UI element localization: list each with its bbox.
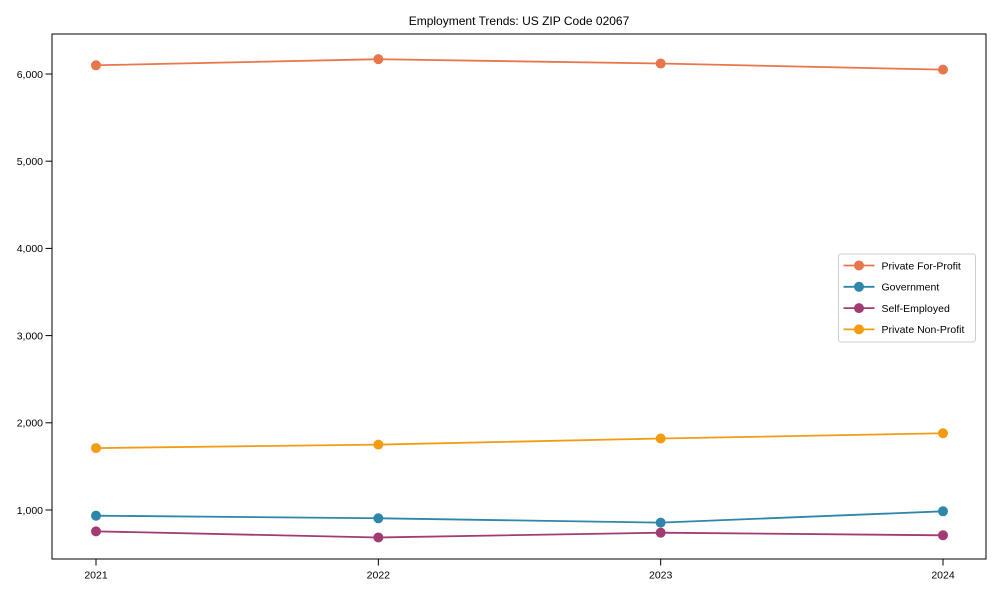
x-tick-label: 2024: [931, 570, 955, 582]
legend-item: Government: [843, 281, 940, 294]
y-axis: 1,000 2,000 3,000 4,000 5,000 6,000: [17, 69, 52, 517]
legend-label: Private For-Profit: [882, 260, 961, 272]
legend-marker: [854, 303, 864, 314]
data-point-private-non-profit-2021: [91, 443, 101, 454]
data-point-private-non-profit-2023: [655, 433, 666, 444]
series-line-self-employed: [95, 530, 944, 539]
y-tick-label: 2,000: [17, 418, 43, 430]
data-point-self-employed-2022: [373, 532, 384, 543]
y-tick-label: 3,000: [17, 330, 43, 342]
data-point-government-2024: [938, 506, 948, 517]
legend: Private For-Profit Government Self-Employe…: [838, 253, 976, 343]
legend-marker: [854, 281, 864, 292]
x-tick-label: 2021: [84, 570, 108, 582]
data-point-private-non-profit-2022: [373, 439, 384, 450]
legend-marker: [854, 324, 864, 335]
chart-title: Employment Trends: US ZIP Code 02067: [409, 14, 630, 28]
plot-frame: [51, 33, 987, 560]
y-tick-label: 1,000: [17, 505, 43, 517]
data-point-private-non-profit-2024: [938, 428, 948, 439]
legend-item: Self-Employed: [843, 303, 950, 315]
legend-label: Private Non-Profit: [882, 324, 965, 336]
data-point-private-for-profit-2022: [373, 54, 384, 65]
legend-box: [838, 253, 976, 343]
x-tick-label: 2022: [367, 570, 391, 582]
y-tick-label: 4,000: [17, 243, 43, 255]
legend-marker: [854, 260, 864, 271]
x-tick-label: 2023: [649, 570, 673, 582]
data-point-private-for-profit-2024: [938, 64, 948, 75]
data-point-self-employed-2023: [655, 527, 666, 538]
x-axis: 2021 2022 2023 2024: [84, 559, 955, 582]
series-group: [91, 54, 948, 543]
data-point-self-employed-2021: [91, 526, 101, 537]
series-line-private-non-profit: [95, 432, 944, 449]
data-point-government-2021: [91, 510, 101, 521]
series-line-private-for-profit: [95, 58, 944, 71]
legend-item: Private For-Profit: [843, 260, 961, 272]
data-point-government-2023: [655, 517, 666, 528]
series-line-government: [95, 510, 944, 524]
data-point-private-for-profit-2021: [91, 60, 101, 71]
legend-label: Government: [882, 282, 940, 294]
legend-item: Private Non-Profit: [843, 324, 965, 336]
data-point-self-employed-2024: [938, 530, 948, 541]
y-tick-label: 5,000: [17, 156, 43, 168]
legend-label: Self-Employed: [882, 303, 950, 315]
data-point-private-for-profit-2023: [655, 58, 666, 69]
data-point-government-2022: [373, 513, 384, 524]
y-tick-label: 6,000: [17, 69, 43, 81]
